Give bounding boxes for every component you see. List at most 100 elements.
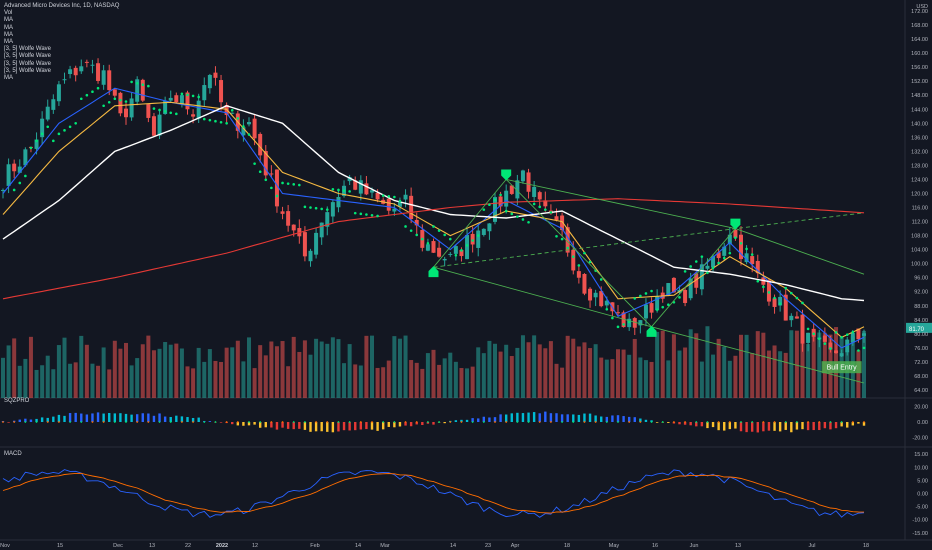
candle-body bbox=[649, 303, 654, 313]
trail-dot bbox=[773, 296, 776, 300]
trail-dot bbox=[767, 291, 771, 294]
squeeze-dot bbox=[639, 421, 642, 423]
candle-body bbox=[504, 190, 509, 207]
squeeze-bar bbox=[572, 414, 575, 422]
trail-dot bbox=[700, 255, 704, 258]
candle-body bbox=[12, 163, 17, 172]
squeeze-dot bbox=[259, 421, 262, 423]
candle-body bbox=[213, 72, 218, 78]
squeeze-bar bbox=[376, 422, 379, 431]
trail-dot bbox=[611, 316, 614, 320]
squeeze-tick-label: -20.00 bbox=[912, 435, 928, 441]
candle-body bbox=[258, 133, 263, 156]
squeeze-bar bbox=[594, 415, 597, 422]
trail-dot bbox=[303, 205, 307, 209]
trail-dot bbox=[750, 253, 754, 256]
squeeze-bar bbox=[135, 414, 139, 422]
volume-bar bbox=[750, 353, 755, 398]
squeeze-bar bbox=[566, 414, 569, 422]
candle-body bbox=[666, 283, 671, 296]
candle-body bbox=[330, 202, 335, 217]
wolfe-signal-marker bbox=[646, 325, 657, 337]
squeeze-bar bbox=[7, 422, 10, 423]
squeeze-bar bbox=[236, 422, 240, 426]
trail-dot bbox=[79, 97, 83, 101]
squeeze-dot bbox=[46, 421, 49, 423]
squeeze-dot bbox=[348, 421, 351, 423]
volume-bar bbox=[269, 341, 274, 398]
volume-bar bbox=[683, 347, 688, 398]
trail-dot bbox=[538, 205, 542, 209]
squeeze-bar bbox=[678, 422, 681, 425]
volume-bar bbox=[196, 347, 201, 398]
squeeze-dot bbox=[113, 421, 116, 423]
squeeze-dot bbox=[505, 421, 508, 423]
squeeze-bar bbox=[549, 413, 553, 422]
squeeze-bar bbox=[482, 416, 486, 422]
squeeze-dot bbox=[181, 421, 183, 423]
indicator-ma-3: MA bbox=[4, 31, 13, 38]
trail-dot bbox=[521, 218, 525, 221]
time-tick-label: 22 bbox=[185, 543, 191, 549]
candle-body bbox=[51, 99, 56, 110]
squeeze-bar bbox=[91, 413, 94, 422]
squeeze-bar bbox=[818, 422, 821, 431]
squeeze-dot bbox=[784, 421, 787, 423]
trail-dot bbox=[320, 207, 323, 211]
squeeze-dot bbox=[35, 421, 38, 423]
candle-body bbox=[6, 164, 11, 186]
candle-body bbox=[582, 273, 587, 294]
volume-bar bbox=[783, 352, 788, 398]
trail-dot bbox=[169, 111, 173, 115]
candle-body bbox=[476, 230, 481, 248]
volume-bar bbox=[794, 330, 799, 398]
candle-body bbox=[783, 294, 788, 321]
squeeze-bar bbox=[784, 422, 787, 430]
volume-bar bbox=[616, 349, 620, 398]
volume-bar bbox=[241, 361, 246, 398]
trail-dot bbox=[488, 203, 491, 207]
trail-dot bbox=[544, 208, 547, 211]
trail-dot bbox=[186, 93, 189, 97]
candle-body bbox=[509, 185, 514, 194]
volume-bar bbox=[806, 344, 811, 398]
squeeze-dot bbox=[728, 421, 731, 423]
squeeze-dot bbox=[717, 421, 720, 423]
volume-bar bbox=[319, 341, 324, 398]
squeeze-bar bbox=[303, 422, 307, 430]
trail-dot bbox=[381, 194, 385, 197]
squeeze-bar bbox=[247, 422, 251, 426]
volume-bar bbox=[386, 360, 391, 398]
volume-bar bbox=[308, 354, 313, 398]
squeeze-bar bbox=[292, 422, 295, 430]
trail-dot bbox=[722, 256, 726, 260]
squeeze-bar bbox=[365, 422, 368, 430]
time-tick-label: 14 bbox=[450, 543, 456, 549]
volume-bar bbox=[263, 355, 268, 398]
squeeze-bar bbox=[387, 422, 390, 427]
squeeze-bar bbox=[46, 417, 49, 422]
trail-dot bbox=[197, 95, 200, 99]
squeeze-bar bbox=[823, 422, 827, 429]
candle-body bbox=[588, 288, 593, 301]
candle-body bbox=[56, 84, 61, 102]
volume-bar bbox=[543, 348, 548, 398]
squeeze-bar bbox=[24, 418, 27, 422]
volume-bar bbox=[68, 363, 73, 398]
trail-dot bbox=[415, 233, 419, 237]
trail-dot bbox=[599, 278, 603, 281]
candle-body bbox=[839, 353, 844, 357]
price-tick-label: 88.00 bbox=[914, 304, 928, 310]
volume-bar bbox=[112, 340, 117, 398]
time-tick-label: Nov bbox=[0, 543, 10, 549]
volume-bar bbox=[124, 342, 128, 398]
squeeze-dot bbox=[371, 421, 373, 423]
volume-bar bbox=[772, 345, 777, 398]
squeeze-bar bbox=[124, 413, 128, 422]
trail-dot bbox=[689, 265, 692, 268]
squeeze-dot bbox=[650, 421, 653, 423]
candle-body bbox=[856, 328, 861, 340]
volume-bar bbox=[515, 347, 520, 398]
candle-body bbox=[409, 195, 414, 220]
